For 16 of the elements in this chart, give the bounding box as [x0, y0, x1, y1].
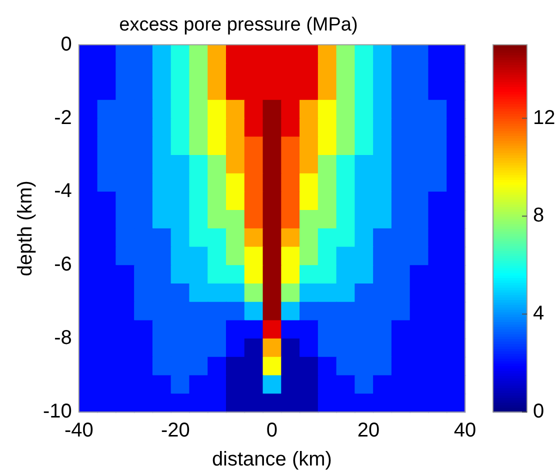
color-bar-label: 8 [533, 204, 544, 227]
color-bar-label: 4 [533, 302, 544, 325]
color-bar-label: 12 [533, 106, 556, 129]
y-tick-label: -6 [54, 254, 72, 276]
y-tick-label: -8 [54, 327, 72, 350]
x-tick-label: 0 [266, 420, 278, 442]
x-tick-label: 40 [454, 420, 476, 442]
y-tick-label: -2 [54, 106, 72, 129]
color-bar-label: 0 [533, 400, 544, 423]
x-tick-label: -20 [160, 420, 190, 442]
chart-title: excess pore pressure (MPa) [119, 14, 358, 36]
y-tick-label: -4 [54, 180, 72, 202]
x-tick-label: 20 [357, 420, 380, 442]
x-axis-title: distance (km) [212, 448, 332, 471]
y-axis-title: depth (km) [14, 180, 37, 276]
y-tick-label: 0 [60, 33, 72, 56]
